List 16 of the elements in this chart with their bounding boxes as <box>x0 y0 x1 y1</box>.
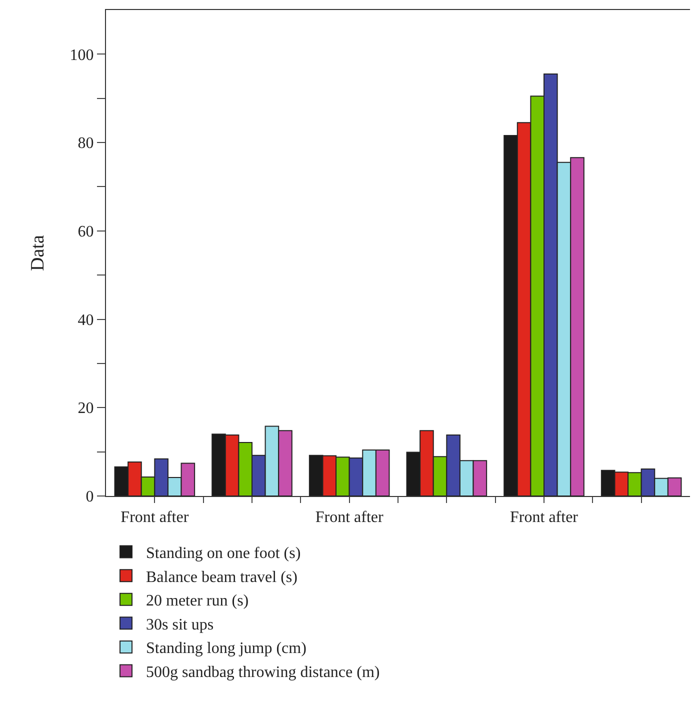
x-tick-label: Front after <box>315 509 384 526</box>
y-tick-label: 20 <box>78 400 94 418</box>
legend-label: 30s sit ups <box>146 616 214 634</box>
legend-label: 20 meter run (s) <box>146 592 249 610</box>
y-tick-label: 60 <box>78 224 94 241</box>
legend-label: Standing on one foot (s) <box>146 545 301 562</box>
y-tick-label: 0 <box>86 488 94 506</box>
legend-label: 500g sandbag throwing distance (m) <box>146 664 380 682</box>
legend-label: Balance beam travel (s) <box>146 568 298 586</box>
legend-label: Standing long jump (cm) <box>146 640 306 658</box>
y-tick-label: 80 <box>78 135 94 152</box>
y-tick-label: 40 <box>78 312 94 329</box>
y-tick-label: 100 <box>70 46 94 64</box>
x-tick-label: Front after <box>510 509 579 526</box>
x-tick-label: Front after <box>120 509 190 526</box>
y-axis-title: Data <box>28 234 49 271</box>
